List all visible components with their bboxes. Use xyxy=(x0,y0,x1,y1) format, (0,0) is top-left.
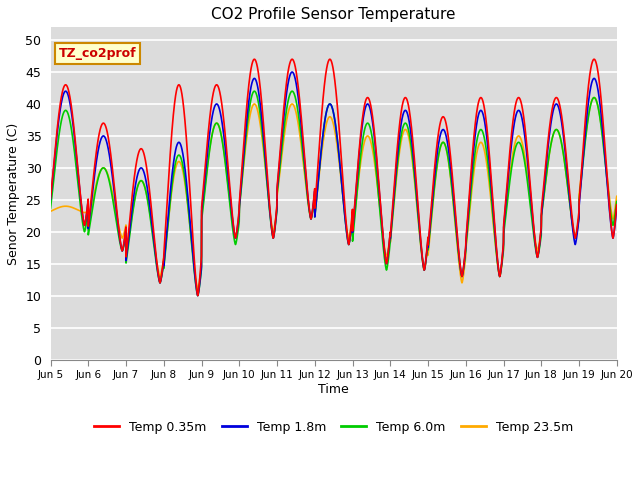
X-axis label: Time: Time xyxy=(318,383,349,396)
Legend: Temp 0.35m, Temp 1.8m, Temp 6.0m, Temp 23.5m: Temp 0.35m, Temp 1.8m, Temp 6.0m, Temp 2… xyxy=(90,416,578,439)
Title: CO2 Profile Sensor Temperature: CO2 Profile Sensor Temperature xyxy=(211,7,456,22)
Text: TZ_co2prof: TZ_co2prof xyxy=(59,47,137,60)
Y-axis label: Senor Temperature (C): Senor Temperature (C) xyxy=(7,122,20,264)
